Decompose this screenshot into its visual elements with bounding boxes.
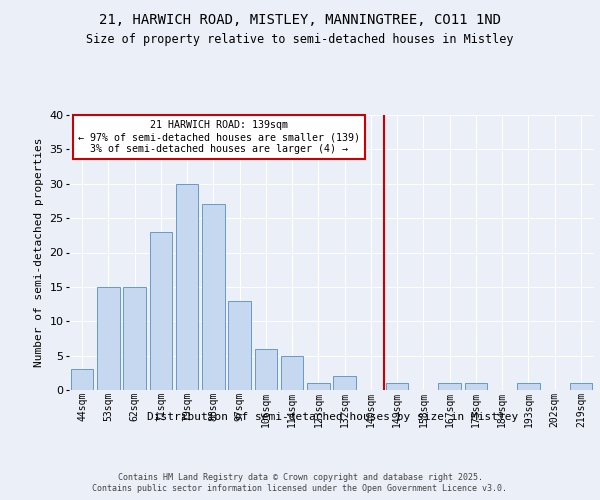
Bar xyxy=(97,287,119,390)
Bar xyxy=(517,383,539,390)
Bar xyxy=(124,287,146,390)
Text: Contains public sector information licensed under the Open Government Licence v3: Contains public sector information licen… xyxy=(92,484,508,493)
Bar xyxy=(307,383,329,390)
Text: Distribution of semi-detached houses by size in Mistley: Distribution of semi-detached houses by … xyxy=(148,412,518,422)
Bar xyxy=(71,370,93,390)
Bar xyxy=(465,383,487,390)
Y-axis label: Number of semi-detached properties: Number of semi-detached properties xyxy=(34,138,44,367)
Bar xyxy=(255,349,277,390)
Text: Contains HM Land Registry data © Crown copyright and database right 2025.: Contains HM Land Registry data © Crown c… xyxy=(118,472,482,482)
Text: 21 HARWICH ROAD: 139sqm
← 97% of semi-detached houses are smaller (139)
3% of se: 21 HARWICH ROAD: 139sqm ← 97% of semi-de… xyxy=(77,120,359,154)
Bar xyxy=(570,383,592,390)
Bar xyxy=(229,300,251,390)
Bar xyxy=(439,383,461,390)
Bar xyxy=(386,383,408,390)
Bar xyxy=(150,232,172,390)
Text: Size of property relative to semi-detached houses in Mistley: Size of property relative to semi-detach… xyxy=(86,32,514,46)
Bar xyxy=(202,204,224,390)
Bar xyxy=(334,376,356,390)
Bar xyxy=(281,356,303,390)
Text: 21, HARWICH ROAD, MISTLEY, MANNINGTREE, CO11 1ND: 21, HARWICH ROAD, MISTLEY, MANNINGTREE, … xyxy=(99,12,501,26)
Bar xyxy=(176,184,198,390)
